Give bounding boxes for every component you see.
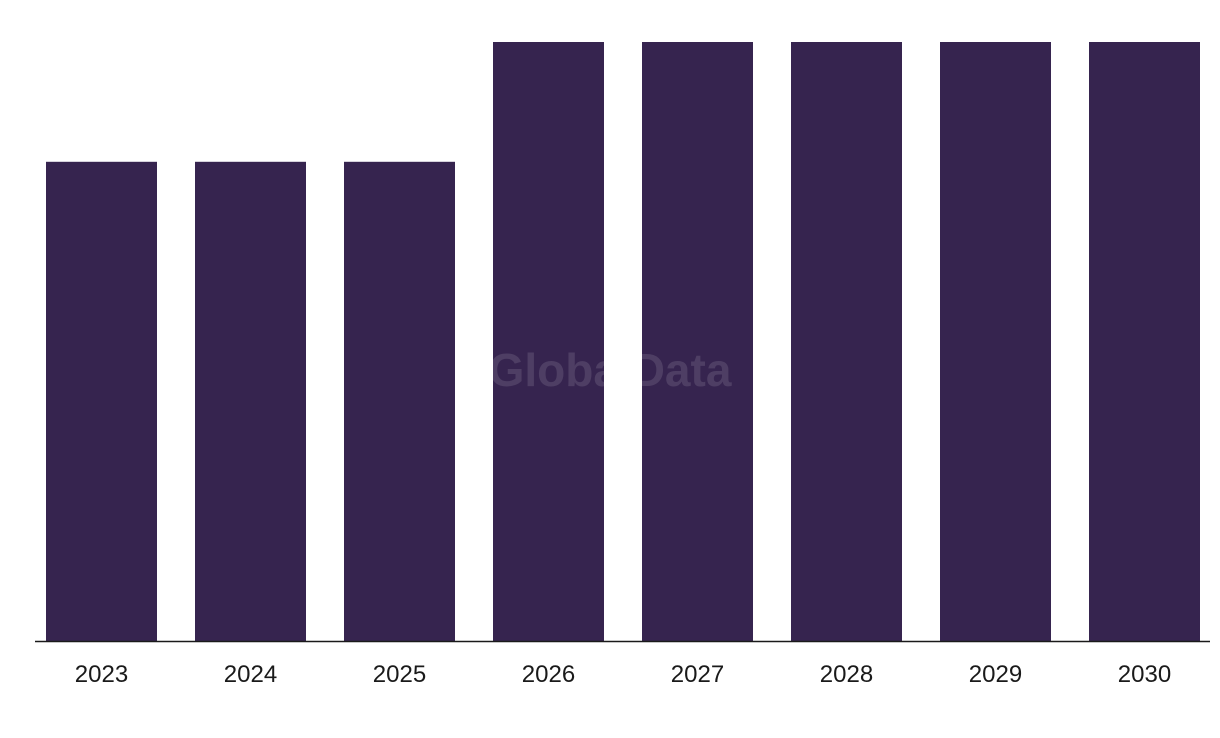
x-tick-label-2029: 2029 — [969, 661, 1022, 688]
bar-2030 — [1089, 42, 1200, 641]
watermark-logo: GlobalData — [489, 344, 732, 396]
bar-2027 — [642, 42, 753, 641]
x-tick-label-2025: 2025 — [373, 661, 426, 688]
bar-2023 — [46, 161, 157, 642]
bar-2024 — [195, 161, 306, 642]
x-tick-label-2030: 2030 — [1118, 661, 1171, 688]
bars-group — [46, 42, 1200, 642]
x-tick-labels: 2023 2024 2025 2026 2027 2028 2029 2030 — [75, 661, 1171, 688]
bar-2029 — [940, 42, 1051, 641]
x-tick-label-2027: 2027 — [671, 661, 724, 688]
x-tick-label-2026: 2026 — [522, 661, 575, 688]
x-tick-label-2023: 2023 — [75, 661, 128, 688]
bar-2028 — [791, 42, 902, 641]
x-tick-label-2024: 2024 — [224, 661, 277, 688]
bar-2025 — [344, 161, 455, 642]
x-tick-label-2028: 2028 — [820, 661, 873, 688]
bar-2026 — [493, 42, 604, 641]
